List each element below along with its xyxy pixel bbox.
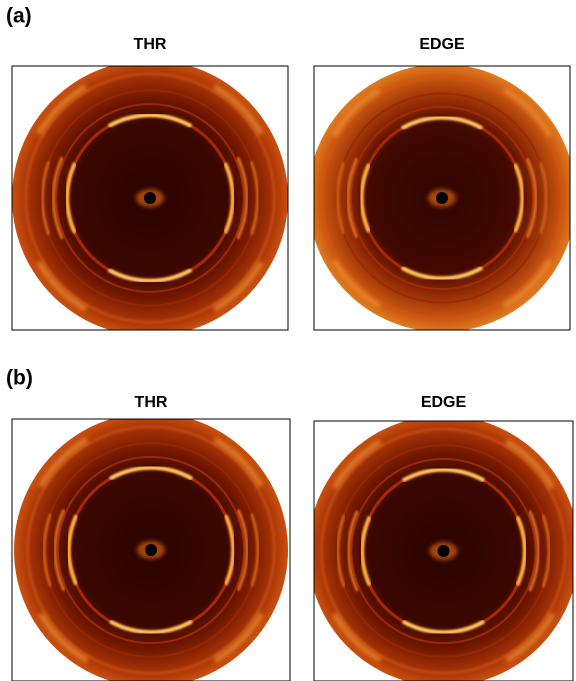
panel-label: (a) xyxy=(6,5,32,28)
beam-stop xyxy=(145,544,157,556)
figure: (a) (b) THR EDGE THR EDGE xyxy=(0,0,576,681)
beam-stop xyxy=(436,192,448,204)
diffraction-pattern xyxy=(14,413,288,681)
image-title: THR xyxy=(134,36,167,53)
diffraction-pattern xyxy=(12,60,288,336)
beam-stop xyxy=(438,545,450,557)
image-title: EDGE xyxy=(421,394,467,411)
diffraction-pattern xyxy=(308,64,576,332)
diffraction-pattern xyxy=(308,416,576,681)
panel-label: (b) xyxy=(6,367,33,390)
image-title: THR xyxy=(135,394,168,411)
beam-stop xyxy=(144,192,156,204)
image-title: EDGE xyxy=(419,36,465,53)
